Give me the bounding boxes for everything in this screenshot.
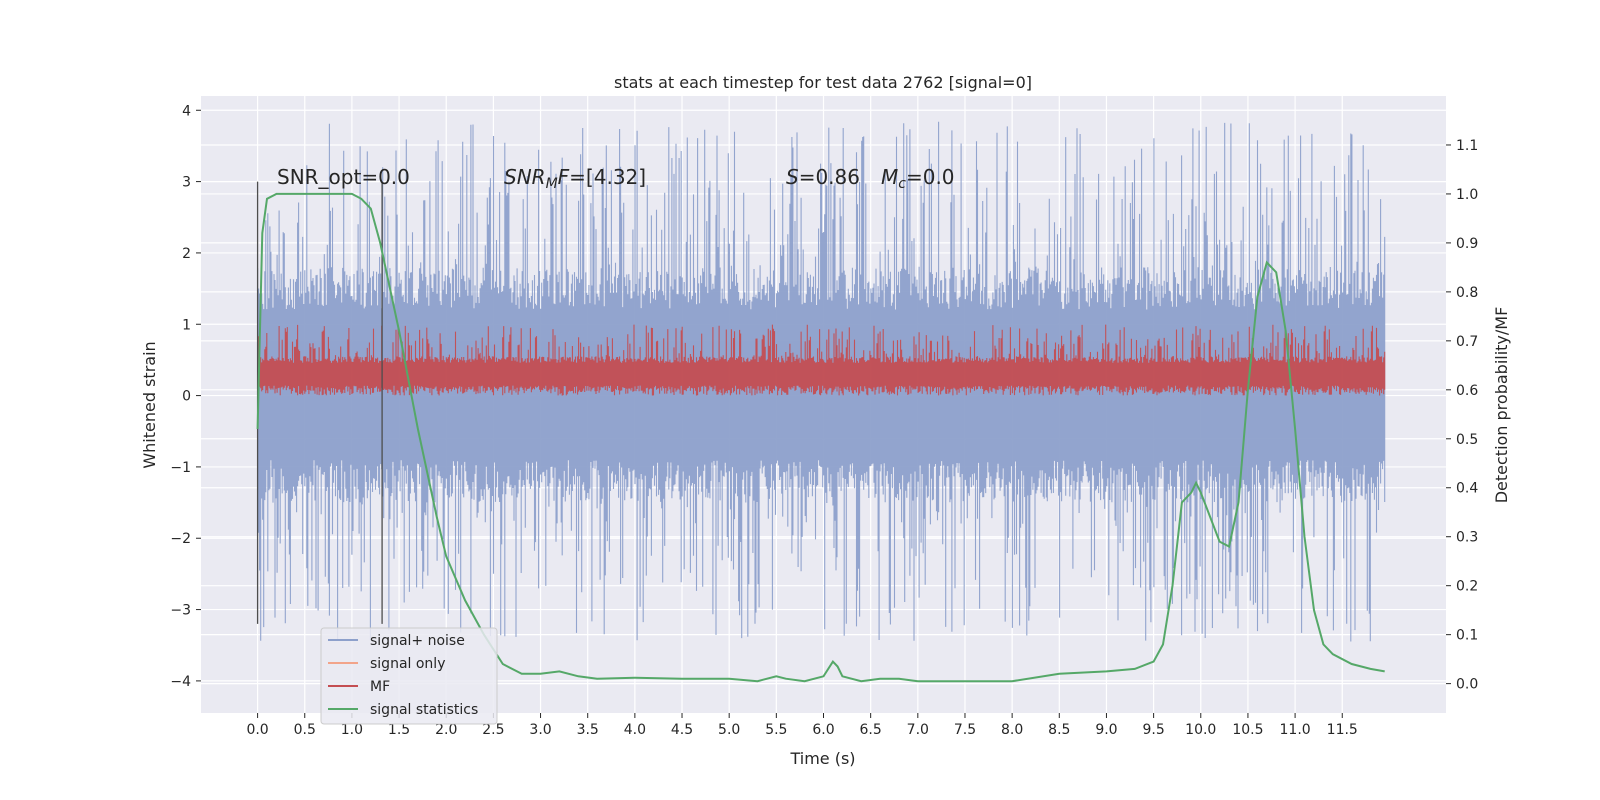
snr-mf-symbol: SNR bbox=[504, 165, 546, 189]
x-tick-label: 10.5 bbox=[1232, 722, 1263, 738]
y-axis-label: Whitened strain bbox=[140, 341, 159, 468]
legend-label-signal-only: signal only bbox=[370, 656, 445, 672]
x-tick-label: 3.5 bbox=[577, 722, 599, 738]
x-axis-label: Time (s) bbox=[789, 749, 855, 768]
x-tick-label: 0.5 bbox=[294, 722, 316, 738]
x-tick-label: 8.0 bbox=[1001, 722, 1023, 738]
x-tick-label: 4.0 bbox=[624, 722, 646, 738]
x-tick-label: 2.0 bbox=[435, 722, 457, 738]
y-tick-label: 0 bbox=[182, 389, 191, 405]
x-tick-label: 3.0 bbox=[529, 722, 551, 738]
x-tick-label: 9.0 bbox=[1095, 722, 1117, 738]
x-tick-label: 9.5 bbox=[1142, 722, 1164, 738]
y2-tick-label: 1.0 bbox=[1456, 187, 1478, 203]
y2-tick-label: 0.8 bbox=[1456, 285, 1478, 301]
y-tick-label: −1 bbox=[170, 460, 191, 476]
y-tick-label: 4 bbox=[182, 103, 191, 119]
mc-value: =0.0 bbox=[906, 165, 955, 189]
legend-label-signal-noise: signal+ noise bbox=[370, 633, 465, 649]
x-tick-label: 1.5 bbox=[388, 722, 410, 738]
y-tick-label: 3 bbox=[182, 175, 191, 191]
x-tick-label: 5.0 bbox=[718, 722, 740, 738]
mc-annotation: Mc=0.0 bbox=[881, 165, 955, 192]
x-axis-ticks: 0.0 0.5 1.0 1.5 2.0 2.5 3.0 3.5 4.0 4.5 5.0 5.5 6.0 6… bbox=[246, 713, 1358, 738]
y-tick-label: 2 bbox=[182, 246, 191, 262]
y-tick-label: −2 bbox=[170, 531, 191, 547]
x-tick-label: 7.0 bbox=[907, 722, 929, 738]
x-tick-label: 0.0 bbox=[246, 722, 268, 738]
y2-tick-label: 0.3 bbox=[1456, 530, 1478, 546]
x-tick-label: 8.5 bbox=[1048, 722, 1070, 738]
x-tick-label: 11.0 bbox=[1280, 722, 1311, 738]
y2-tick-label: 0.5 bbox=[1456, 432, 1478, 448]
x-tick-label: 6.5 bbox=[860, 722, 882, 738]
x-tick-label: 2.5 bbox=[482, 722, 504, 738]
s-symbol: S bbox=[786, 165, 799, 189]
x-tick-label: 6.0 bbox=[812, 722, 834, 738]
signal-statistics-series bbox=[256, 192, 1385, 683]
x-tick-label: 10.0 bbox=[1185, 722, 1216, 738]
y2-axis-label: Detection probability/MF bbox=[1492, 307, 1511, 504]
y-axis-ticks: 4 3 2 1 0 −1 −2 −3 −4 bbox=[170, 103, 201, 690]
snr-mf-subscript: M bbox=[546, 176, 558, 192]
y-tick-label: −4 bbox=[170, 674, 191, 690]
legend-label-signal-statistics: signal statistics bbox=[370, 702, 478, 718]
y2-axis-ticks: 1.1 1.0 0.9 0.8 0.7 0.6 0.5 0.4 0.3 0.2 0.1 0.0 bbox=[1446, 138, 1478, 693]
legend-label-mf: MF bbox=[370, 679, 390, 695]
x-tick-label: 5.5 bbox=[765, 722, 787, 738]
x-tick-label: 11.5 bbox=[1327, 722, 1358, 738]
y2-tick-label: 0.0 bbox=[1456, 677, 1478, 693]
y-tick-label: 1 bbox=[182, 317, 191, 333]
x-tick-label: 1.0 bbox=[341, 722, 363, 738]
s-annotation: S=0.86 bbox=[786, 165, 860, 189]
x-tick-label: 7.5 bbox=[954, 722, 976, 738]
mc-subscript: c bbox=[898, 176, 906, 192]
x-tick-label: 4.5 bbox=[671, 722, 693, 738]
y-tick-label: −3 bbox=[170, 603, 191, 619]
legend-box bbox=[320, 627, 498, 725]
y2-tick-label: 0.9 bbox=[1456, 236, 1478, 252]
y2-tick-label: 1.1 bbox=[1456, 138, 1478, 154]
mc-symbol: M bbox=[881, 165, 898, 189]
chart-title: stats at each timestep for test data 276… bbox=[614, 73, 1032, 92]
y2-tick-label: 0.7 bbox=[1456, 334, 1478, 350]
s-value: =0.86 bbox=[799, 165, 860, 189]
y2-tick-label: 0.1 bbox=[1456, 628, 1478, 644]
snr-mf-annotation: SNRMF=[4.32] bbox=[504, 165, 646, 192]
snr-mf-value: =[4.32] bbox=[569, 165, 646, 189]
signal-statistics-line bbox=[256, 192, 1385, 683]
y2-tick-label: 0.4 bbox=[1456, 481, 1478, 497]
legend: signal+ noise signal only MF signal stat… bbox=[320, 627, 498, 725]
snr-mf-symbol-2: F bbox=[558, 165, 570, 189]
y2-tick-label: 0.6 bbox=[1456, 383, 1478, 399]
y2-tick-label: 0.2 bbox=[1456, 579, 1478, 595]
snr-opt-annotation: SNR_opt=0.0 bbox=[277, 165, 410, 189]
